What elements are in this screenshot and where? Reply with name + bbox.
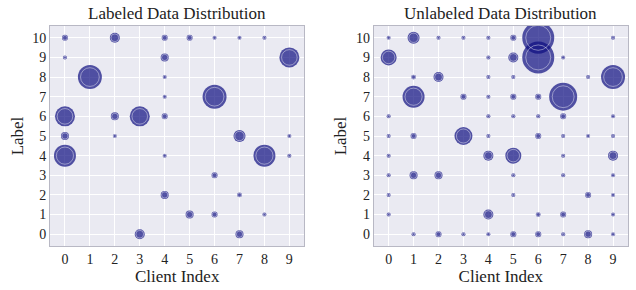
svg-text:2: 2: [39, 188, 46, 203]
svg-text:Label: Label: [8, 116, 27, 155]
svg-text:5: 5: [186, 252, 193, 267]
svg-text:5: 5: [39, 129, 46, 144]
svg-text:Client Index: Client Index: [135, 267, 220, 286]
svg-text:Unlabeled Data Distribution: Unlabeled Data Distribution: [404, 4, 597, 23]
svg-text:Client Index: Client Index: [459, 267, 544, 286]
svg-text:7: 7: [363, 90, 370, 105]
svg-text:6: 6: [363, 109, 370, 124]
svg-text:8: 8: [261, 252, 268, 267]
svg-text:5: 5: [510, 252, 517, 267]
svg-text:1: 1: [363, 207, 370, 222]
svg-text:0: 0: [61, 252, 68, 267]
svg-text:2: 2: [363, 188, 370, 203]
svg-text:2: 2: [435, 252, 442, 267]
svg-text:3: 3: [460, 252, 467, 267]
svg-text:Labeled Data Distribution: Labeled Data Distribution: [88, 4, 266, 23]
svg-text:3: 3: [363, 168, 370, 183]
svg-text:10: 10: [32, 31, 46, 46]
svg-text:6: 6: [39, 109, 46, 124]
svg-text:9: 9: [363, 50, 370, 65]
svg-text:2: 2: [111, 252, 118, 267]
svg-text:3: 3: [136, 252, 143, 267]
svg-text:10: 10: [356, 31, 370, 46]
svg-text:0: 0: [39, 227, 46, 242]
svg-text:1: 1: [410, 252, 417, 267]
svg-text:7: 7: [39, 90, 46, 105]
svg-text:6: 6: [535, 252, 542, 267]
svg-text:9: 9: [39, 50, 46, 65]
svg-text:4: 4: [485, 252, 492, 267]
svg-text:7: 7: [560, 252, 567, 267]
svg-text:4: 4: [363, 149, 370, 164]
svg-text:0: 0: [385, 252, 392, 267]
svg-text:8: 8: [39, 70, 46, 85]
svg-text:0: 0: [363, 227, 370, 242]
svg-text:9: 9: [286, 252, 293, 267]
svg-text:Label: Label: [331, 116, 350, 155]
svg-text:6: 6: [211, 252, 218, 267]
svg-text:1: 1: [39, 207, 46, 222]
svg-text:9: 9: [610, 252, 617, 267]
svg-text:7: 7: [236, 252, 243, 267]
svg-text:4: 4: [39, 149, 46, 164]
svg-text:3: 3: [39, 168, 46, 183]
svg-text:8: 8: [363, 70, 370, 85]
svg-text:1: 1: [86, 252, 93, 267]
svg-text:8: 8: [585, 252, 592, 267]
svg-text:4: 4: [161, 252, 168, 267]
svg-text:5: 5: [363, 129, 370, 144]
